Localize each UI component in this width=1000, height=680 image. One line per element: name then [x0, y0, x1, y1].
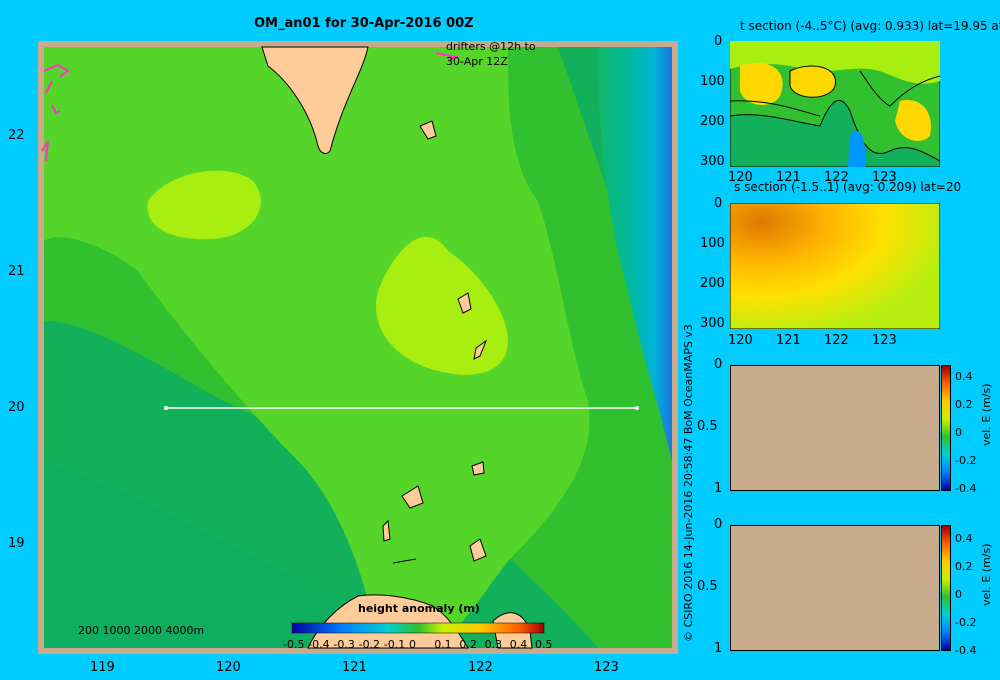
colorbar-tick: 0.4 — [509, 638, 528, 651]
longitude-tick: 122 — [468, 660, 493, 675]
colorbar-tick: -0.5 — [283, 638, 305, 651]
island-6 — [382, 519, 391, 542]
colorbar-tick: 0 — [409, 638, 416, 651]
section-start-marker — [164, 406, 168, 410]
velocity-1-y-tick: 0 — [714, 357, 723, 372]
main-map[interactable] — [38, 41, 678, 654]
s-section-title: s section (-1.5..1) (avg: 0.209) lat=20 — [734, 180, 962, 194]
island-1 — [419, 120, 437, 140]
colorbar-tick: -0.3 — [333, 638, 355, 651]
velocity-panel-1[interactable] — [730, 365, 940, 491]
anomaly-blob-center — [376, 236, 508, 375]
t-section-x-tick: 121 — [776, 170, 801, 185]
velocity-1-colorbar-tick: 0.4 — [955, 370, 973, 383]
colorbar-tick: 0.1 — [434, 638, 452, 651]
velocity-2-y-tick: 0.5 — [697, 579, 718, 594]
velocity-1-colorbar-tick: -0.4 — [955, 482, 977, 495]
t-section-y-tick: 0 — [714, 34, 723, 49]
velocity-2-y-tick: 0 — [714, 517, 723, 532]
map-title: OM_an01 for 30-Apr-2016 00Z — [254, 16, 474, 31]
velocity-2-colorbar-tick: 0.4 — [955, 532, 973, 545]
t-section-x-tick: 123 — [872, 170, 897, 185]
island-4 — [471, 461, 485, 476]
velocity-1-colorbar-tick: 0.2 — [955, 398, 973, 411]
land-taiwan — [261, 46, 369, 154]
longitude-tick: 120 — [216, 660, 241, 675]
depth-legend: 200 1000 2000 4000m — [78, 624, 205, 637]
s-section-y-tick: 100 — [700, 236, 725, 251]
velocity-2-colorbar-tick: -0.2 — [955, 616, 977, 629]
velocity-2-colorbar-tick: 0.2 — [955, 560, 973, 573]
drifter-note-line2: 30-Apr 12Z — [446, 55, 508, 68]
s-section-x-tick: 121 — [776, 333, 801, 348]
t-section-y-tick: 200 — [700, 114, 725, 129]
island-7 — [469, 538, 487, 562]
velocity-2-y-tick: 1 — [714, 641, 723, 656]
t-section-panel[interactable] — [730, 41, 940, 167]
credit-text: © CSIRO 2016 14-Jun-2016 20:58:47 BoM Oc… — [682, 324, 695, 642]
t-section-y-tick: 100 — [700, 74, 725, 89]
s-section-x-tick: 120 — [728, 333, 753, 348]
island-5 — [401, 485, 424, 509]
latitude-tick: 21 — [8, 264, 25, 279]
velocity-1-colorbar-tick: 0 — [955, 426, 962, 439]
s-section-y-tick: 0 — [714, 196, 723, 211]
height-anomaly-colorbar — [291, 622, 545, 634]
s-section-panel[interactable] — [730, 203, 940, 329]
longitude-tick: 119 — [90, 660, 115, 675]
island-3 — [473, 339, 488, 360]
colorbar-tick: -0.4 — [308, 638, 330, 651]
anomaly-blob-west — [147, 170, 261, 240]
velocity-1-colorbar-tick: -0.2 — [955, 454, 977, 467]
latitude-tick: 22 — [8, 128, 25, 143]
velocity-1-y-tick: 1 — [714, 481, 723, 496]
colorbar-tick: -0.2 — [358, 638, 381, 651]
s-section-x-tick: 123 — [872, 333, 897, 348]
height-field-south — [44, 461, 398, 648]
height-field-east — [598, 47, 672, 461]
t-section-y-tick: 300 — [700, 154, 725, 169]
t-section-title: t section (-4..5°C) (avg: 0.933) lat=19.… — [740, 19, 1000, 33]
s-section-y-tick: 300 — [700, 316, 725, 331]
colorbar-tick: 0.5 — [535, 638, 553, 651]
latitude-tick: 19 — [8, 536, 25, 551]
colorbar-tick: 0.2 — [459, 638, 477, 651]
velocity-2-colorbar-label: vel. E (m/s) — [980, 543, 993, 606]
t-section-x-tick: 120 — [728, 170, 753, 185]
velocity-1-colorbar-label: vel. E (m/s) — [980, 383, 993, 446]
island-8 — [392, 558, 417, 564]
longitude-tick: 123 — [594, 660, 619, 675]
latitude-tick: 20 — [8, 400, 25, 415]
colorbar-tick: -0.1 — [383, 638, 406, 651]
velocity-2-colorbar-tick: -0.4 — [955, 644, 977, 657]
s-section-y-tick: 200 — [700, 276, 725, 291]
velocity-colorbar-1 — [941, 365, 951, 491]
s-section-x-tick: 122 — [824, 333, 849, 348]
velocity-colorbar-2 — [941, 525, 951, 651]
colorbar-tick: 0.3 — [484, 638, 503, 651]
velocity-1-y-tick: 0.5 — [697, 419, 718, 434]
colorbar-title: height anomaly (m) — [358, 602, 480, 615]
velocity-2-colorbar-tick: 0 — [955, 588, 962, 601]
velocity-panel-2[interactable] — [730, 525, 940, 651]
section-end-marker — [635, 406, 639, 410]
island-2 — [457, 292, 472, 314]
t-section-x-tick: 122 — [824, 170, 849, 185]
drifter-note-line1: drifters @12h to — [446, 40, 536, 53]
drifter-tracks — [41, 52, 460, 162]
longitude-tick: 121 — [342, 660, 367, 675]
